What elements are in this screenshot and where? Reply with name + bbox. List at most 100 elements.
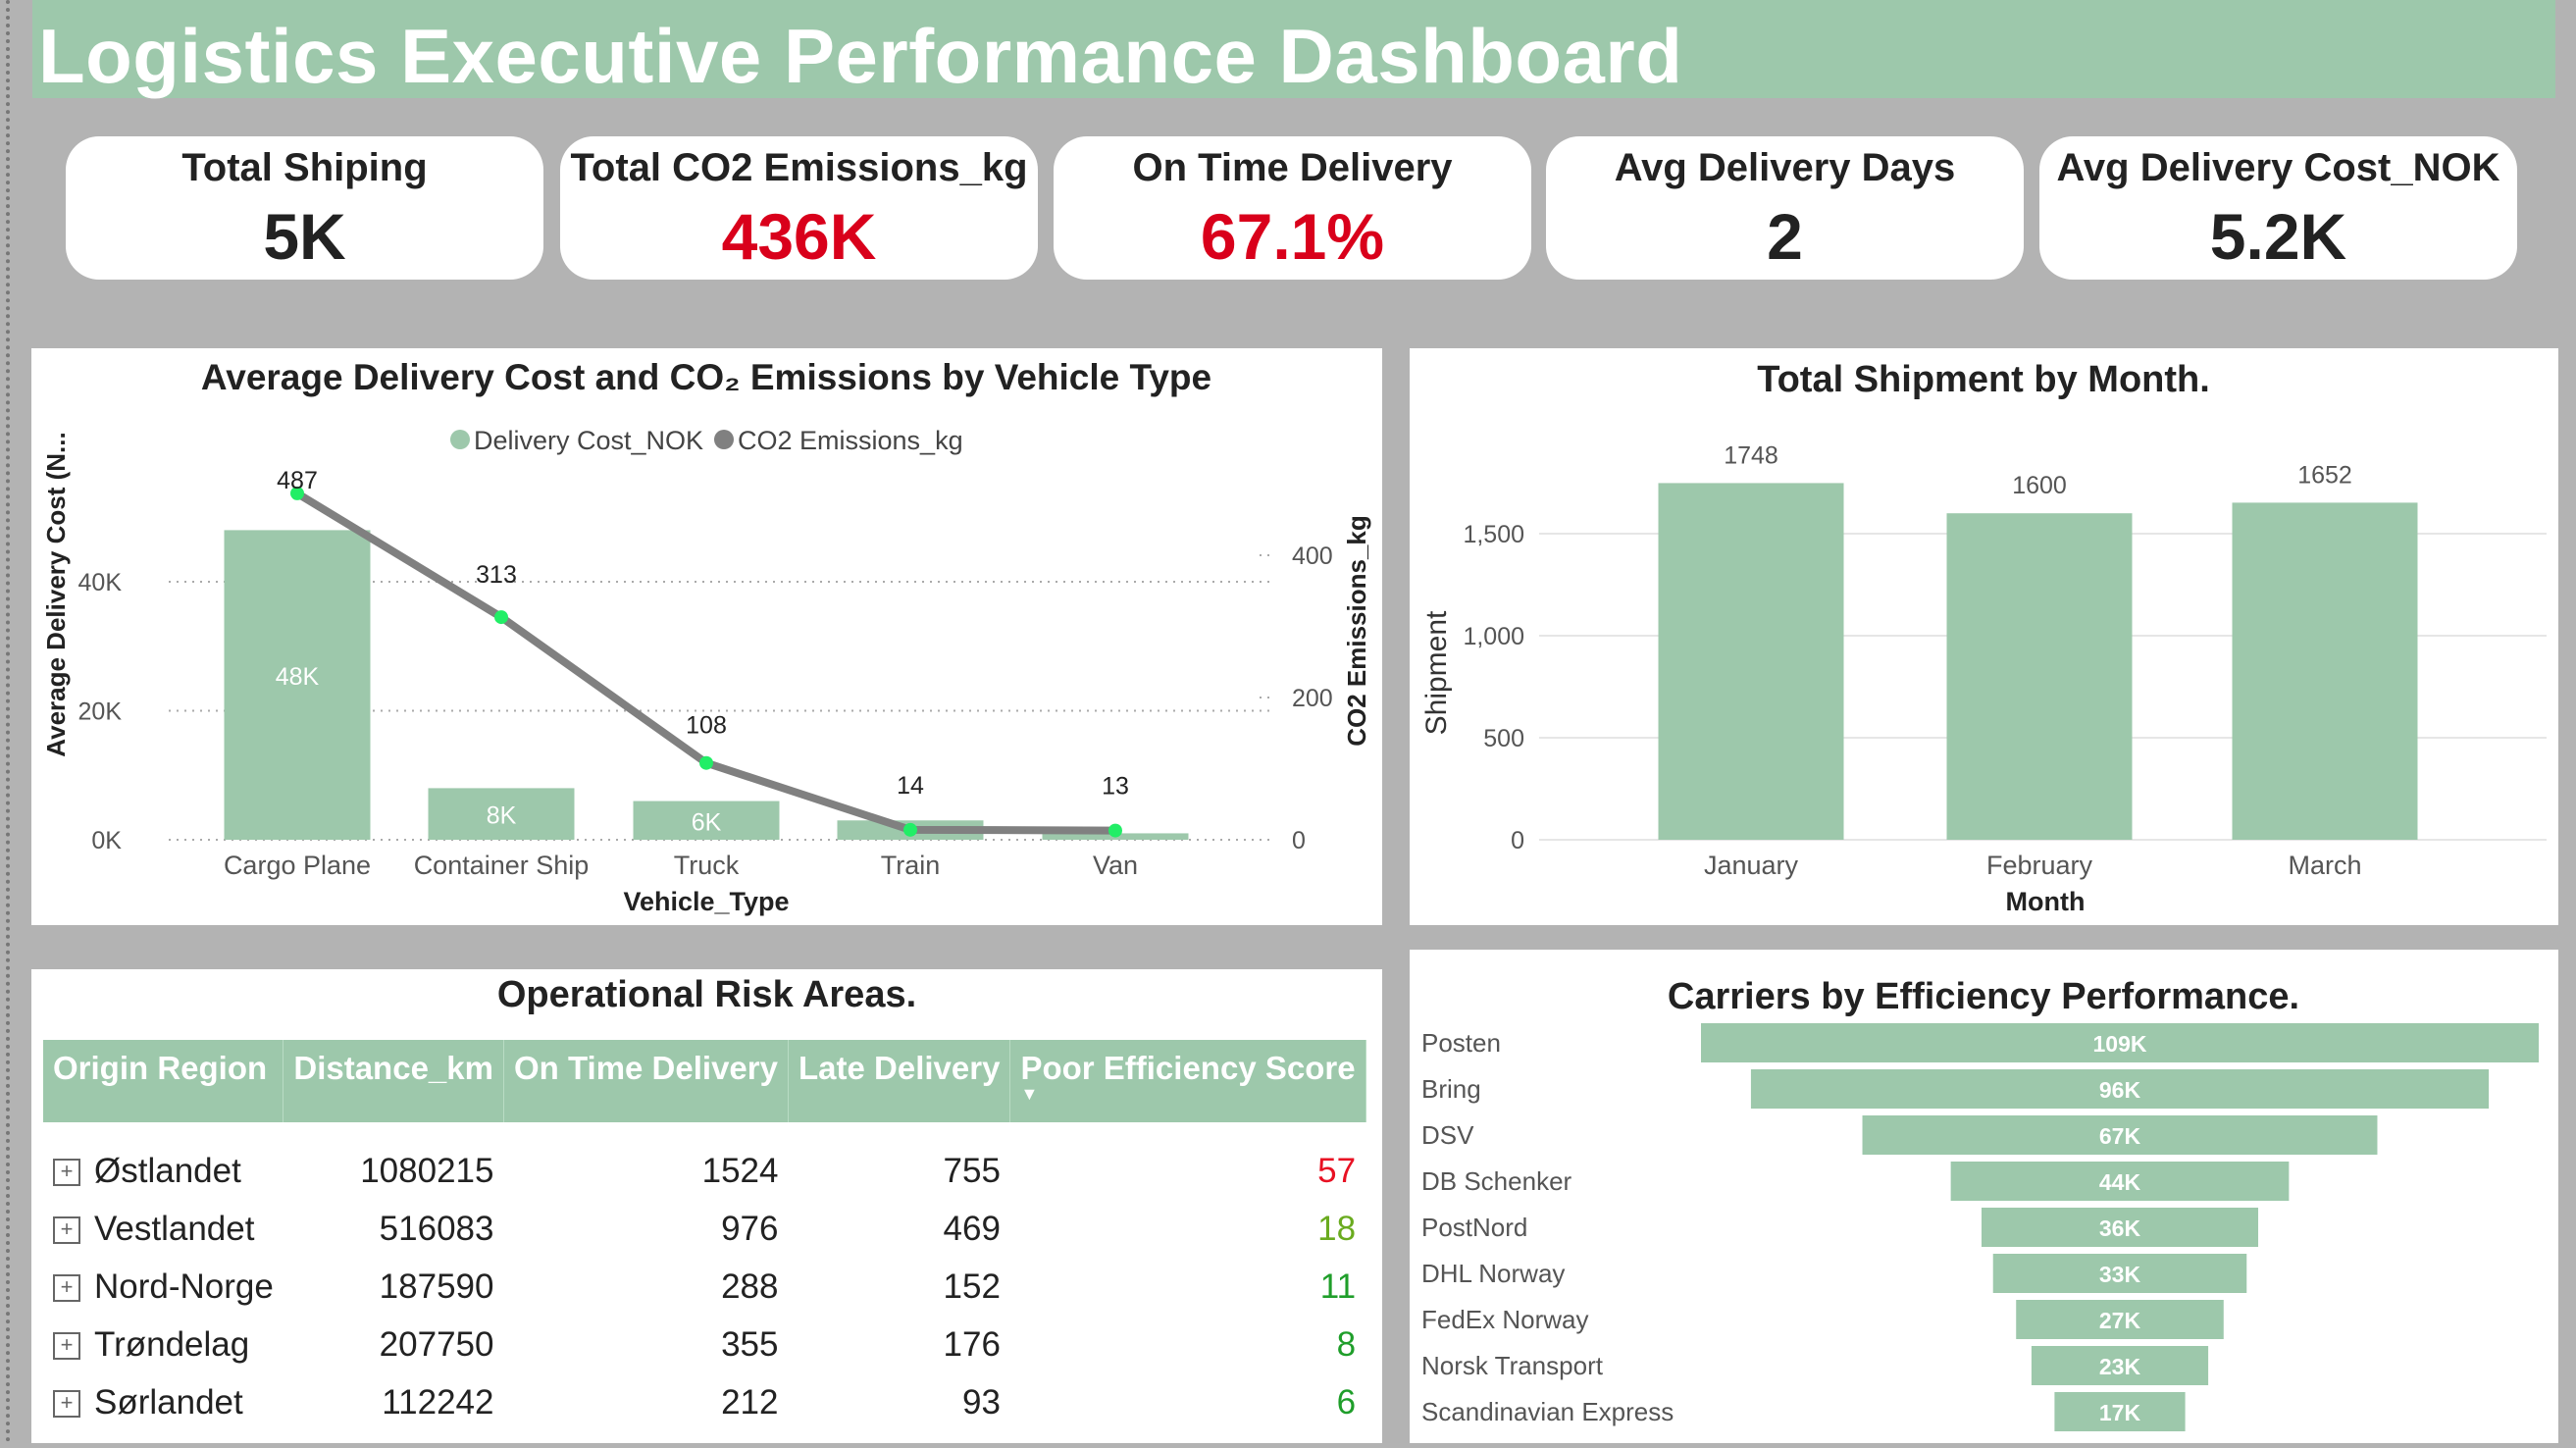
column-header[interactable]: Distance_km <box>283 1040 504 1122</box>
kpi-label: On Time Delivery <box>1132 146 1453 189</box>
region-cell: + Vestlandet <box>43 1200 283 1258</box>
expand-icon[interactable]: + <box>53 1390 80 1419</box>
expand-icon[interactable]: + <box>53 1274 80 1303</box>
carrier-label: PostNord <box>1421 1213 1527 1242</box>
bar <box>633 801 780 840</box>
ontime-cell: 212 <box>721 1382 779 1422</box>
distance-cell: 207750 <box>379 1324 494 1364</box>
expand-icon[interactable]: + <box>53 1332 80 1361</box>
bar <box>1946 513 2133 840</box>
line-point <box>1108 823 1122 838</box>
late-cell: 93 <box>962 1382 1001 1422</box>
bar-data-label: 48K <box>276 663 320 691</box>
distance-cell: 112242 <box>382 1382 494 1422</box>
expand-icon[interactable]: + <box>53 1159 80 1187</box>
legend-label: Delivery Cost_NOK <box>474 426 703 455</box>
y-axis-title: Average Delivery Cost (N... <box>41 432 71 756</box>
funnel-bar <box>1750 1069 2490 1109</box>
kpi-label: Avg Delivery Days <box>1614 146 1956 189</box>
column-header[interactable]: Origin Region <box>43 1040 284 1122</box>
line-point <box>290 486 304 500</box>
ontime-cell: 1524 <box>701 1151 779 1190</box>
bar-data-label: 6K <box>692 808 722 836</box>
funnel-bar <box>1981 1208 2259 1247</box>
funnel-data-label: 44K <box>2099 1169 2141 1195</box>
shipment-by-month-chart[interactable]: Total Shipment by Month. 0 500 1,000 1,500 17… <box>1410 348 2558 925</box>
column-header[interactable]: Late Delivery <box>788 1040 1011 1122</box>
table-title: Operational Risk Areas. <box>496 974 917 1015</box>
late-cell: 469 <box>943 1209 1001 1248</box>
funnel-bar <box>1950 1162 2290 1201</box>
distance-cell: 1080215 <box>360 1151 494 1190</box>
region-name: Vestlandet <box>94 1209 255 1248</box>
column-header-label: Origin Region <box>53 1050 268 1086</box>
late-cell: 755 <box>943 1151 1001 1190</box>
co2-line <box>294 490 1116 835</box>
line-data-label: 487 <box>277 467 318 494</box>
y2-axis-title: CO2 Emissions_kg <box>1342 515 1371 747</box>
kpi-value: 2 <box>1767 200 1803 273</box>
kpi-card[interactable]: Avg Delivery Days 2 <box>1546 136 2024 280</box>
funnel-data-label: 36K <box>2099 1215 2141 1241</box>
sort-descending-icon[interactable]: ▼ <box>1020 1084 1039 1104</box>
kpi-card[interactable]: Total CO2 Emissions_kg 436K <box>560 136 1038 280</box>
line-data-label: 108 <box>686 712 727 740</box>
x-axis-title: Month <box>2006 887 2086 916</box>
funnel-data-label: 23K <box>2099 1354 2141 1379</box>
distance-cell: 516083 <box>379 1209 494 1248</box>
kpi-card[interactable]: Total Shiping 5K <box>66 136 543 280</box>
chart-title: Total Shipment by Month. <box>1757 359 2210 400</box>
expand-icon[interactable]: + <box>53 1216 80 1245</box>
score-cell: 18 <box>1317 1209 1357 1248</box>
line-point <box>494 610 508 625</box>
region-name: Østlandet <box>94 1151 241 1190</box>
kpi-label: Total CO2 Emissions_kg <box>570 146 1028 189</box>
kpi-label: Avg Delivery Cost_NOK <box>2056 146 2500 189</box>
x-tick-label: Container Ship <box>414 851 590 880</box>
ontime-cell: 355 <box>721 1324 779 1364</box>
ontime-cell: 288 <box>721 1267 779 1306</box>
line-data-label: 14 <box>897 772 924 800</box>
funnel-data-label: 96K <box>2099 1077 2141 1103</box>
column-header[interactable]: On Time Delivery <box>503 1040 789 1122</box>
table-row: + Trøndelag 207750 355 176 8 <box>43 1316 1365 1373</box>
y-tick-label: 0 <box>1511 827 1524 854</box>
line-data-label: 313 <box>476 561 517 589</box>
vehicle-cost-co2-chart[interactable]: Average Delivery Cost and CO₂ Emissions … <box>31 348 1382 925</box>
late-cell: 152 <box>943 1267 1001 1306</box>
funnel-bar <box>2054 1392 2186 1431</box>
line-data-label: 13 <box>1102 773 1129 801</box>
title-bar: Logistics Executive Performance Dashboar… <box>32 0 2555 99</box>
score-cell: 6 <box>1336 1382 1357 1422</box>
y2-tick-label: 400 <box>1292 543 1333 570</box>
x-tick-label: Truck <box>674 851 740 880</box>
funnel-bar <box>2031 1346 2209 1385</box>
carriers-funnel-chart[interactable]: Carriers by Efficiency Performance. Poste… <box>1410 950 2558 1443</box>
dashboard-title: Logistics Executive Performance Dashboar… <box>38 13 1683 99</box>
y-tick-label: 1,000 <box>1463 623 1524 650</box>
bar-data-label: 8K <box>487 802 517 830</box>
shipment-by-month-svg: Total Shipment by Month. 0 500 1,000 1,500 17… <box>1420 359 2547 916</box>
kpi-card[interactable]: On Time Delivery 67.1% <box>1054 136 1531 280</box>
region-cell: + Sørlandet <box>43 1373 283 1431</box>
bar <box>1658 483 1844 840</box>
carrier-label: DHL Norway <box>1421 1259 1565 1288</box>
carrier-label: Scandinavian Express <box>1421 1397 1674 1426</box>
x-tick-label: Van <box>1093 851 1138 880</box>
ontime-cell: 976 <box>721 1209 779 1248</box>
column-header-label: Poor Efficiency Score <box>1020 1050 1356 1086</box>
carrier-label: FedEx Norway <box>1421 1305 1589 1334</box>
carrier-label: DSV <box>1421 1120 1474 1150</box>
funnel-data-label: 109K <box>2093 1031 2147 1057</box>
column-header[interactable]: Poor Efficiency Score ▼ <box>1009 1040 1366 1122</box>
funnel-data-label: 67K <box>2099 1123 2141 1149</box>
table-row: + Østlandet 1080215 1524 755 57 <box>43 1122 1365 1200</box>
x-tick-label: March <box>2288 851 2361 880</box>
bar-data-label: 1652 <box>2297 461 2352 489</box>
kpi-card[interactable]: Avg Delivery Cost_NOK 5.2K <box>2039 136 2517 280</box>
y-tick-label: 40K <box>78 569 123 596</box>
distance-cell: 187590 <box>379 1267 494 1306</box>
y-axis-title: Shipment <box>1420 610 1453 735</box>
vehicle-cost-co2-svg: Average Delivery Cost and CO₂ Emissions … <box>41 357 1371 916</box>
column-header-label: On Time Delivery <box>513 1050 778 1086</box>
